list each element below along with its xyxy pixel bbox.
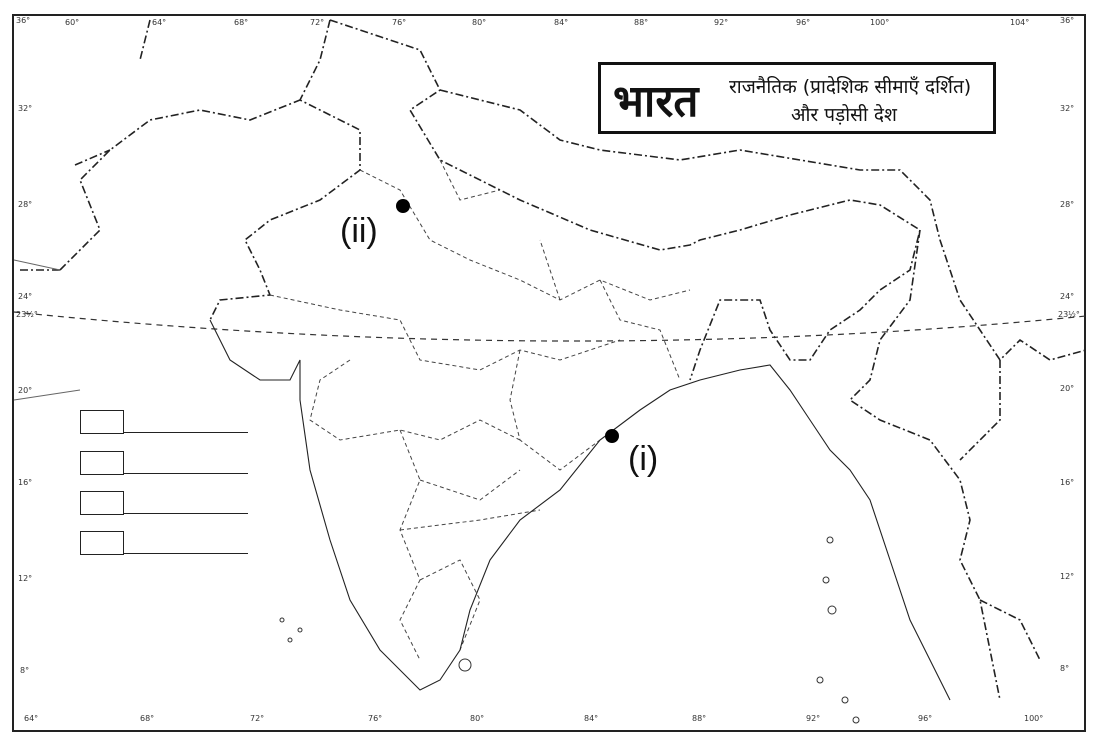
lat-tick-right: 36° xyxy=(1060,16,1075,25)
india-west-boundary xyxy=(209,19,361,321)
lon-tick-top: 64° xyxy=(152,18,167,27)
lon-tick-top: 104° xyxy=(1010,18,1030,27)
lon-tick-bottom: 84° xyxy=(584,714,599,723)
lon-tick-top: 96° xyxy=(796,18,811,27)
lat-tick-right: 8° xyxy=(1060,664,1070,673)
lon-tick-bottom: 96° xyxy=(918,714,933,723)
map-subtitle-line1: राजनैतिक (प्रादेशिक सीमाएँ दर्शित) xyxy=(729,76,972,98)
lat-tick-right: 12° xyxy=(1060,572,1075,581)
lon-tick-bottom: 80° xyxy=(470,714,485,723)
lon-tick-bottom: 72° xyxy=(250,714,265,723)
marker-dot-ii xyxy=(396,199,410,213)
lon-tick-top: 92° xyxy=(714,18,729,27)
afghanistan-boundary xyxy=(20,19,151,271)
marker-label-i: (i) xyxy=(628,440,659,478)
lat-tick-left: 28° xyxy=(18,200,33,209)
coastline xyxy=(209,319,951,701)
india-boundary xyxy=(329,19,921,381)
lat-tick-left: 8° xyxy=(20,666,30,675)
lat-tick-right: 23½° xyxy=(1058,310,1080,319)
legend-answer-row[interactable] xyxy=(80,491,248,517)
lat-tick-right: 32° xyxy=(1060,104,1075,113)
lon-tick-top: 84° xyxy=(554,18,569,27)
map-title-box: भारत राजनैतिक (प्रादेशिक सीमाएँ दर्शित) … xyxy=(598,62,996,134)
legend-answer-row[interactable] xyxy=(80,410,248,436)
legend-answer-row[interactable] xyxy=(80,531,248,557)
marker-dot-i xyxy=(605,429,619,443)
lon-tick-top: 76° xyxy=(392,18,407,27)
lon-tick-bottom: 68° xyxy=(140,714,155,723)
china-boundary xyxy=(439,89,1087,362)
lon-tick-top: 72° xyxy=(310,18,325,27)
lat-tick-left: 23½° xyxy=(16,310,38,319)
lat-tick-left: 36° xyxy=(16,16,31,25)
lat-tick-right: 28° xyxy=(1060,200,1075,209)
map-title: भारत xyxy=(613,76,699,127)
marker-label-ii: (ii) xyxy=(340,212,378,250)
lon-tick-top: 80° xyxy=(472,18,487,27)
lat-tick-left: 16° xyxy=(18,478,33,487)
tropic-of-cancer-line xyxy=(13,311,1087,342)
lat-tick-left: 12° xyxy=(18,574,33,583)
lon-tick-top: 68° xyxy=(234,18,249,27)
lat-tick-left: 32° xyxy=(18,104,33,113)
lon-tick-bottom: 76° xyxy=(368,714,383,723)
legend-answer-row[interactable] xyxy=(80,451,248,477)
lat-tick-left: 20° xyxy=(18,386,33,395)
map-subtitle-line2: और पड़ोसी देश xyxy=(791,104,897,126)
lon-tick-bottom: 92° xyxy=(806,714,821,723)
lon-tick-bottom: 88° xyxy=(692,714,707,723)
lon-tick-top: 100° xyxy=(870,18,890,27)
lon-tick-top: 60° xyxy=(65,18,80,27)
thailand-boundary xyxy=(959,360,1041,661)
lon-tick-bottom: 100° xyxy=(1024,714,1044,723)
myanmar-boundary xyxy=(848,229,1001,701)
lat-tick-right: 16° xyxy=(1060,478,1075,487)
map-frame xyxy=(12,14,1086,732)
lat-tick-right: 24° xyxy=(1060,292,1075,301)
lat-tick-right: 20° xyxy=(1060,384,1075,393)
lon-tick-bottom: 64° xyxy=(24,714,39,723)
lon-tick-top: 88° xyxy=(634,18,649,27)
lat-tick-left: 24° xyxy=(18,292,33,301)
pakistan-boundary xyxy=(59,99,301,271)
